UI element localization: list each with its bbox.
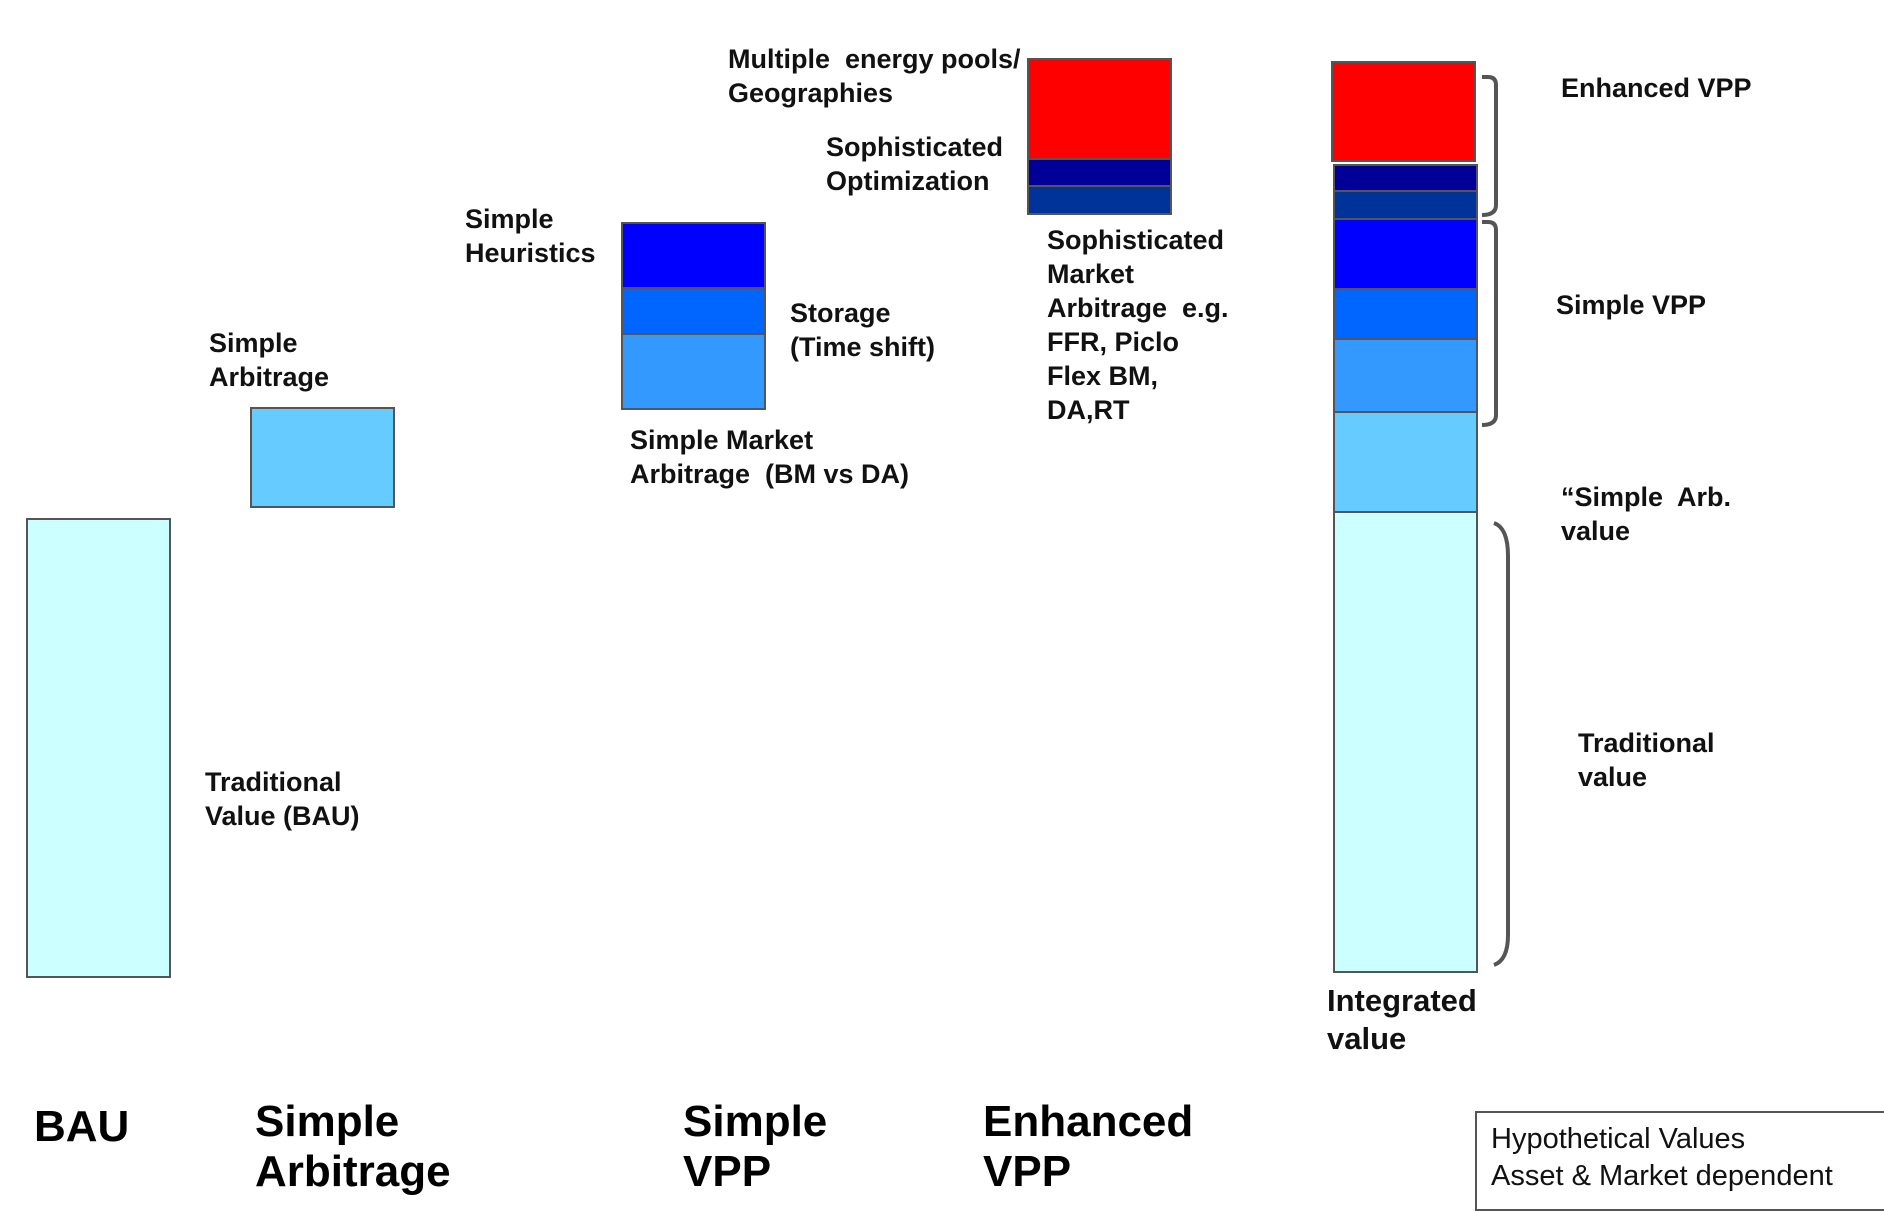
simple-market-arbitrage-label: Simple Market Arbitrage (BM vs DA): [630, 425, 910, 489]
multiple-energy-pools-label: Multiple energy pools/ Geographies: [728, 44, 1021, 108]
simple-heuristics-label: Simple Heuristics: [465, 204, 596, 268]
integrated-sophisticated-optimization-block: [1333, 164, 1478, 192]
simple-vpp-brace-label: Simple VPP: [1556, 290, 1707, 320]
integrated-simple-heuristics-block: [1333, 220, 1478, 290]
simple-arbitrage-label: Simple Arbitrage: [209, 328, 330, 392]
hypothetical-values-note: Hypothetical Values Asset & Market depen…: [1475, 1111, 1884, 1211]
multiple-energy-pools-block: [1027, 58, 1172, 160]
simple-arbitrage-block: [250, 407, 395, 508]
sophisticated-market-arbitrage-label: Sophisticated Market Arbitrage e.g. FFR,…: [1047, 225, 1229, 425]
category-simple-vpp: Simple VPP: [683, 1097, 828, 1196]
integrated-value-label: Integrated value: [1327, 983, 1477, 1056]
category-bau: BAU: [34, 1102, 130, 1151]
integrated-simple-market-arbitrage-block: [1333, 340, 1478, 413]
sophisticated-optimization-block: [1027, 160, 1172, 187]
simple-market-arbitrage-block: [621, 335, 766, 410]
integrated-enhanced-red-block: [1331, 61, 1476, 162]
traditional-value-brace-label: Traditional value: [1578, 728, 1715, 792]
integrated-sophisticated-market-arbitrage-block: [1333, 192, 1478, 220]
enhanced-vpp-brace: [1481, 75, 1498, 217]
sophisticated-optimization-label: Sophisticated Optimization: [826, 132, 1004, 196]
bau-traditional-label: Traditional Value (BAU): [205, 767, 360, 831]
traditional-value-brace: [1493, 521, 1510, 967]
integrated-storage-block: [1333, 290, 1478, 340]
bau-traditional-block: [26, 518, 171, 978]
integrated-traditional-block: [1333, 513, 1478, 973]
category-enhanced-vpp: Enhanced VPP: [983, 1097, 1194, 1196]
category-simple-arbitrage: Simple Arbitrage: [255, 1097, 451, 1196]
simple-arb-value-brace-label: “Simple Arb. value: [1561, 482, 1732, 546]
storage-label: Storage (Time shift): [790, 298, 936, 362]
simple-heuristics-block: [621, 222, 766, 289]
enhanced-vpp-brace-label: Enhanced VPP: [1561, 73, 1752, 103]
integrated-simple-arbitrage-block: [1333, 413, 1478, 513]
storage-block: [621, 289, 766, 335]
simple-vpp-brace: [1481, 220, 1498, 427]
sophisticated-market-arbitrage-block: [1027, 187, 1172, 215]
